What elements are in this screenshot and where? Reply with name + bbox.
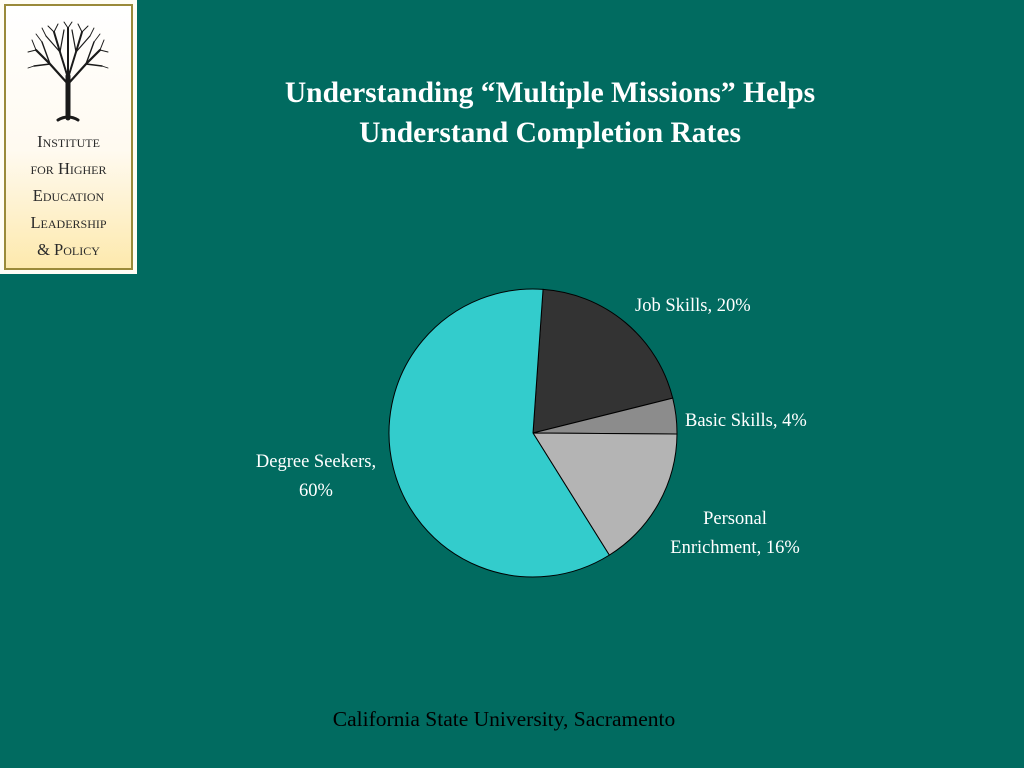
slice-label-line: Degree Seekers, xyxy=(256,452,376,472)
tree-icon xyxy=(27,21,109,122)
slice-label-line: 60% xyxy=(299,481,333,501)
slice-label-line: Personal xyxy=(703,509,767,529)
slice-label-line: Basic Skills, 4% xyxy=(685,411,807,431)
logo-line: & Policy xyxy=(37,240,100,259)
pie-slice xyxy=(532,288,674,434)
footer-text: California State University, Sacramento xyxy=(332,707,676,731)
pie-slice xyxy=(532,432,678,556)
pie-slice xyxy=(388,288,610,578)
slice-label: Personal Enrichment, 16% xyxy=(670,509,799,558)
slice-label: Degree Seekers, 60% xyxy=(256,452,376,501)
logo-line: for Higher xyxy=(30,159,107,178)
title-line-2: Understand Completion Rates xyxy=(359,117,741,149)
logo-frame: Institute for Higher Education Leadershi… xyxy=(4,4,133,270)
logo-text: Institute for Higher Education Leadershi… xyxy=(6,128,131,263)
slide-title: Understanding “Multiple Missions” Helps … xyxy=(180,73,920,153)
logo-line: Education xyxy=(32,186,105,205)
slice-label-line: Job Skills, 20% xyxy=(635,296,751,316)
slice-label: Job Skills, 20% xyxy=(635,296,751,316)
logo-line: Leadership xyxy=(30,213,107,232)
logo-line: Institute xyxy=(37,132,100,151)
slice-label: Basic Skills, 4% xyxy=(685,411,807,431)
slice-label-line: Enrichment, 16% xyxy=(670,538,799,558)
institute-logo: Institute for Higher Education Leadershi… xyxy=(0,0,137,274)
title-line-1: Understanding “Multiple Missions” Helps xyxy=(284,77,816,109)
